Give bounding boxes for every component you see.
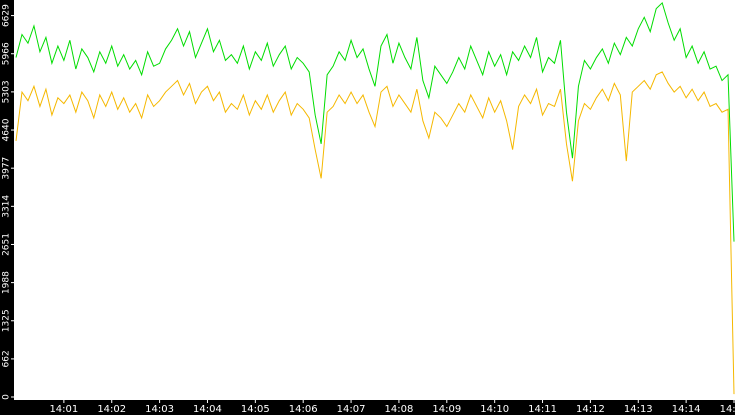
x-axis-bar — [0, 400, 735, 415]
x-tick-label: 14:13 — [624, 404, 653, 415]
x-tick-label: 14:06 — [289, 404, 318, 415]
y-tick-label: 3977 — [2, 157, 12, 180]
y-tick-label: 1988 — [2, 271, 12, 294]
series-line — [15, 71, 735, 395]
x-tick-label: 14:02 — [97, 404, 126, 415]
x-tick-label: 14:04 — [193, 404, 222, 415]
y-tick-label: 3314 — [2, 195, 12, 218]
x-tick-label: 14:09 — [432, 404, 461, 415]
x-tick-label: 14:10 — [480, 404, 509, 415]
y-tick-label: 1325 — [2, 309, 12, 332]
x-tick-label: 14:14 — [672, 404, 701, 415]
y-tick-label: 2651 — [2, 233, 12, 256]
y-tick-label: 4640 — [2, 118, 12, 141]
y-tick-label: 0 — [2, 394, 12, 400]
y-tick-label: 662 — [2, 350, 12, 367]
y-tick-label: 5966 — [2, 42, 12, 65]
x-tick-label: 14:01 — [49, 404, 78, 415]
y-axis-bar — [0, 0, 14, 415]
x-tick-label: 14:12 — [576, 404, 605, 415]
y-tick-label: 6629 — [2, 4, 12, 27]
x-tick-label: 14:03 — [145, 404, 174, 415]
x-tick-label: 14:07 — [337, 404, 366, 415]
x-tick-label: 14:15 — [720, 404, 735, 415]
x-tick-label: 14:11 — [528, 404, 557, 415]
y-tick-label: 5303 — [2, 80, 12, 103]
x-tick-label: 14:05 — [241, 404, 270, 415]
series-line — [15, 1, 735, 242]
x-tick-label: 14:08 — [385, 404, 414, 415]
